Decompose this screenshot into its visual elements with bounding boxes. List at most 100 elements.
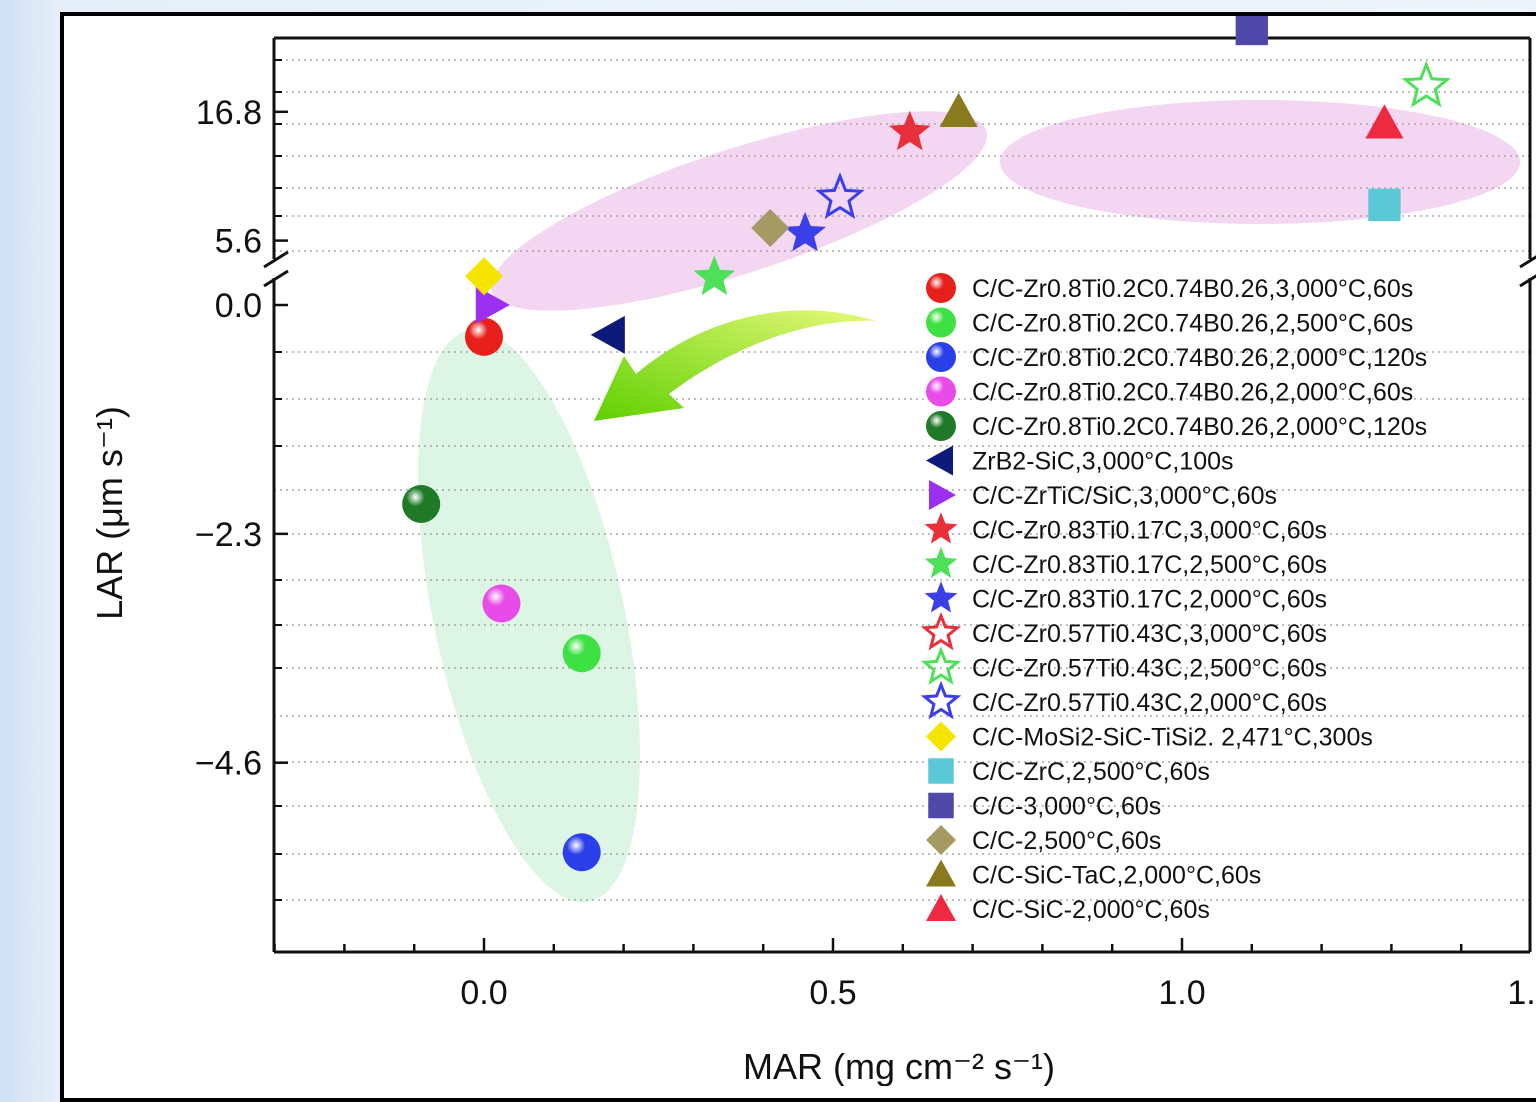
figure-frame: 0.00.51.01.539.228.016.85.60.0−2.3−4.6 C… bbox=[60, 12, 1536, 1102]
point-marker-sphere bbox=[562, 833, 601, 872]
legend-entry-15: C/C-ZrC,2,500°C,60s bbox=[928, 758, 1210, 786]
legend-label: C/C-Zr0.8Ti0.2C0.74B0.26,2,500°C,60s bbox=[972, 310, 1413, 338]
data-point-1 bbox=[465, 317, 503, 356]
ellipse-upper-left bbox=[490, 111, 988, 311]
legend-marker-sphere bbox=[926, 273, 956, 303]
legend-marker-triangle-up bbox=[926, 894, 956, 921]
data-point-5 bbox=[402, 485, 441, 523]
y-tick-label: 16.8 bbox=[196, 94, 262, 132]
legend-marker-square bbox=[928, 758, 954, 784]
point-marker-triangle-up bbox=[939, 92, 978, 127]
legend-marker-triangle-left bbox=[926, 445, 953, 476]
ellipse-upper-right bbox=[1000, 100, 1520, 224]
legend-entry-5: C/C-Zr0.8Ti0.2C0.74B0.26,2,000°C,120s bbox=[926, 411, 1427, 441]
point-marker-triangle-right bbox=[475, 286, 510, 324]
point-marker-diamond bbox=[751, 208, 790, 247]
data-point-8 bbox=[889, 110, 931, 151]
legend-label: C/C-ZrC,2,500°C,60s bbox=[972, 758, 1210, 786]
legend-entry-12: C/C-Zr0.57Ti0.43C,2,500°C,60s bbox=[920, 646, 1327, 685]
legend-label: C/C-SiC-TaC,2,000°C,60s bbox=[972, 862, 1261, 890]
y-tick-label: 0.0 bbox=[215, 287, 262, 325]
ellipse-lower-left bbox=[418, 329, 640, 903]
legend-label: C/C-Zr0.8Ti0.2C0.74B0.26,3,000°C,60s bbox=[972, 275, 1413, 303]
legend-marker-star bbox=[924, 512, 958, 544]
legend-label: C/C-Zr0.57Ti0.43C,2,500°C,60s bbox=[972, 655, 1327, 683]
legend-marker-sphere bbox=[926, 376, 956, 407]
right-axis-break-mark bbox=[1519, 274, 1536, 288]
legend-entry-8: C/C-Zr0.83Ti0.17C,3,000°C,60s bbox=[924, 512, 1327, 545]
data-point-19 bbox=[1365, 104, 1404, 139]
legend-entry-4: C/C-Zr0.8Ti0.2C0.74B0.26,2,000°C,60s bbox=[926, 376, 1413, 407]
legend-marker-triangle-right bbox=[929, 480, 956, 510]
legend-label: C/C-Zr0.57Ti0.43C,2,000°C,60s bbox=[972, 689, 1327, 717]
legend-marker-star-open bbox=[920, 646, 962, 685]
y-tick-label: −2.3 bbox=[195, 516, 262, 554]
legend-label: C/C-Zr0.57Ti0.43C,3,000°C,60s bbox=[972, 620, 1327, 648]
y-tick-label: 5.6 bbox=[215, 223, 262, 261]
legend-entry-18: C/C-SiC-TaC,2,000°C,60s bbox=[926, 859, 1261, 890]
legend-entry-6: ZrB2-SiC,3,000°C,100s bbox=[926, 445, 1234, 476]
data-point-13 bbox=[815, 172, 865, 219]
legend-label: C/C-Zr0.83Ti0.17C,2,000°C,60s bbox=[972, 586, 1327, 614]
legend-label: C/C-Zr0.8Ti0.2C0.74B0.26,2,000°C,120s bbox=[972, 413, 1427, 441]
legend-label: C/C-Zr0.8Ti0.2C0.74B0.26,2,000°C,60s bbox=[972, 379, 1413, 407]
legend-entry-10: C/C-Zr0.83Ti0.17C,2,000°C,60s bbox=[924, 581, 1327, 614]
point-marker-sphere bbox=[482, 584, 521, 623]
data-point-12 bbox=[1401, 60, 1452, 108]
x-axis-label: MAR (mg cm⁻² s⁻¹) bbox=[743, 1046, 1055, 1086]
legend-label: C/C-Zr0.83Ti0.17C,2,500°C,60s bbox=[972, 551, 1327, 579]
y-axis-break-mark bbox=[263, 269, 289, 288]
legend-marker-star bbox=[924, 581, 958, 613]
point-marker-sphere bbox=[465, 317, 503, 356]
data-point-15 bbox=[1368, 188, 1401, 222]
point-marker-triangle-left bbox=[590, 315, 625, 354]
y-axis-break-mark bbox=[263, 250, 289, 269]
legend-marker-sphere bbox=[926, 411, 956, 441]
legend-label: C/C-MoSi2-SiC-TiSi2. 2,471°C,300s bbox=[972, 724, 1373, 752]
data-point-2 bbox=[562, 634, 601, 673]
point-marker-square bbox=[1368, 188, 1401, 222]
legend-marker-square bbox=[928, 792, 954, 819]
x-tick-label: 1.0 bbox=[1158, 974, 1205, 1012]
legend-label: C/C-Zr0.8Ti0.2C0.74B0.26,2,000°C,120s bbox=[972, 344, 1427, 372]
point-marker-star-open bbox=[815, 172, 865, 219]
point-marker-diamond bbox=[465, 257, 503, 296]
legend-entry-7: C/C-ZrTiC/SiC,3,000°C,60s bbox=[929, 480, 1277, 510]
legend-marker-star bbox=[924, 546, 958, 578]
data-points bbox=[402, 16, 1452, 872]
legend-marker-diamond bbox=[926, 721, 956, 752]
legend-entry-1: C/C-Zr0.8Ti0.2C0.74B0.26,3,000°C,60s bbox=[926, 273, 1413, 303]
y-axis-label: LAR (μm s⁻¹) bbox=[89, 406, 130, 620]
trend-arrow bbox=[594, 310, 876, 421]
legend-entry-9: C/C-Zr0.83Ti0.17C,2,500°C,60s bbox=[924, 546, 1327, 579]
x-tick-label: 0.5 bbox=[809, 974, 856, 1012]
legend-entry-19: C/C-SiC-2,000°C,60s bbox=[926, 894, 1210, 924]
legend-entry-16: C/C-3,000°C,60s bbox=[928, 793, 1161, 821]
legend-entry-11: C/C-Zr0.57Ti0.43C,3,000°C,60s bbox=[920, 611, 1327, 651]
y-tick-label: −4.6 bbox=[195, 745, 262, 783]
legend-entry-17: C/C-2,500°C,60s bbox=[926, 825, 1161, 855]
trend-arrow-shape bbox=[594, 310, 876, 421]
data-point-17 bbox=[751, 208, 790, 247]
legend: C/C-Zr0.8Ti0.2C0.74B0.26,3,000°C,60s C/C-… bbox=[920, 273, 1427, 924]
data-point-9 bbox=[693, 255, 736, 296]
data-point-7 bbox=[475, 286, 510, 324]
scatter-chart: 0.00.51.01.539.228.016.85.60.0−2.3−4.6 C… bbox=[89, 16, 1536, 1086]
x-tick-label: 1.5 bbox=[1507, 974, 1536, 1012]
data-point-14 bbox=[465, 257, 503, 296]
legend-label: C/C-Zr0.83Ti0.17C,3,000°C,60s bbox=[972, 517, 1327, 545]
legend-label: ZrB2-SiC,3,000°C,100s bbox=[972, 448, 1234, 476]
data-point-16 bbox=[1235, 16, 1268, 46]
legend-entry-3: C/C-Zr0.8Ti0.2C0.74B0.26,2,000°C,120s bbox=[926, 342, 1427, 372]
data-point-3 bbox=[562, 833, 601, 872]
point-marker-square bbox=[1235, 16, 1268, 46]
legend-marker-star-open bbox=[920, 611, 962, 651]
legend-marker-triangle-up bbox=[926, 859, 956, 887]
data-point-6 bbox=[590, 315, 625, 354]
x-tick-label: 0.0 bbox=[460, 974, 507, 1012]
point-marker-star bbox=[889, 110, 931, 151]
legend-label: C/C-ZrTiC/SiC,3,000°C,60s bbox=[972, 482, 1277, 510]
point-marker-star bbox=[784, 211, 826, 252]
legend-entry-13: C/C-Zr0.57Ti0.43C,2,000°C,60s bbox=[920, 680, 1327, 720]
legend-label: C/C-2,500°C,60s bbox=[972, 827, 1161, 855]
